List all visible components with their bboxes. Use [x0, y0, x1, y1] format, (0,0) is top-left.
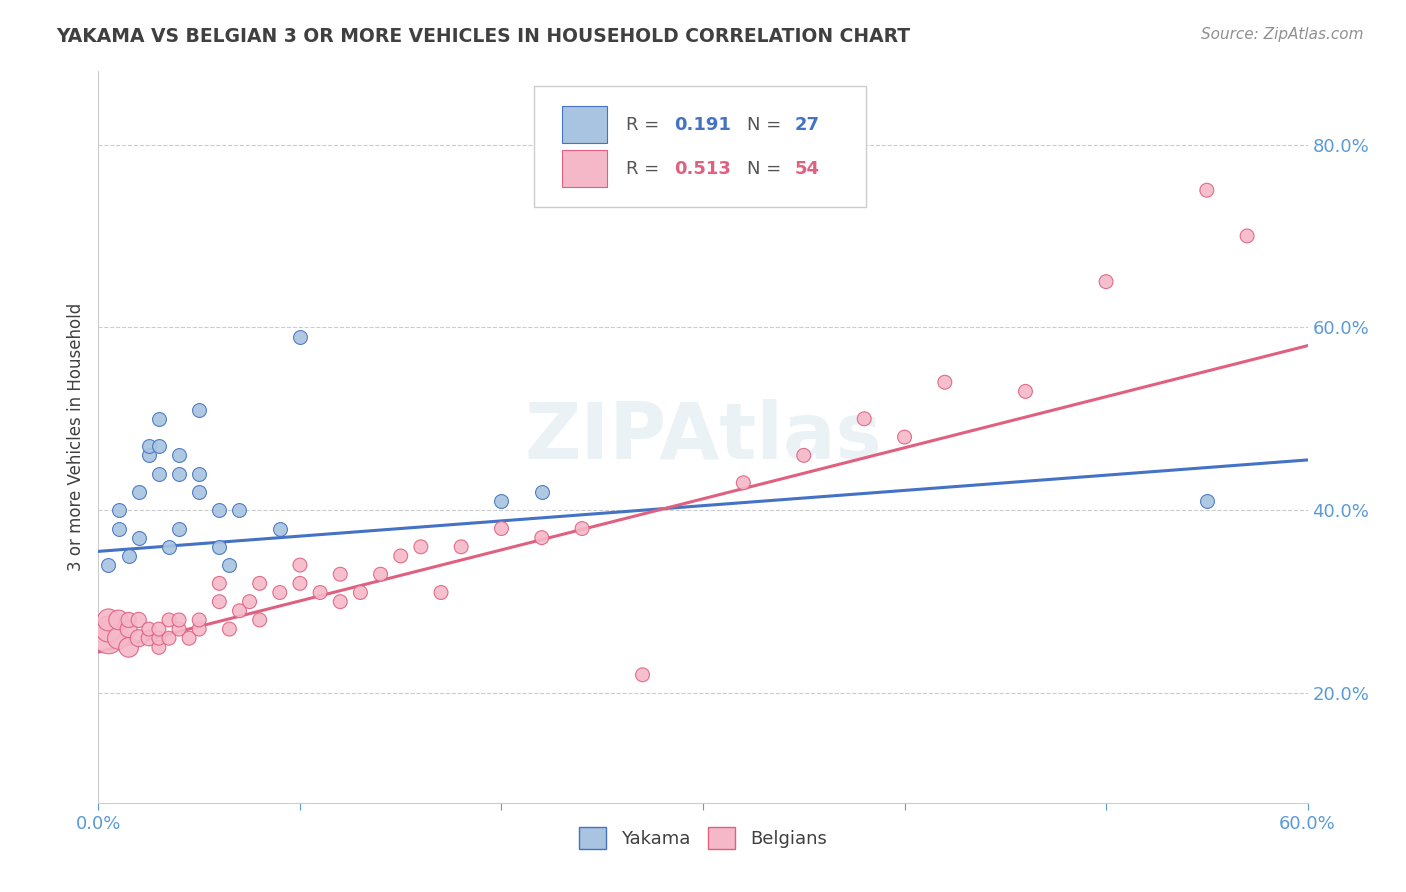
Point: [1236, 229, 1258, 244]
Point: [450, 540, 472, 554]
Point: [430, 585, 453, 599]
Text: R =: R =: [626, 160, 665, 178]
Point: [138, 448, 160, 462]
Point: [167, 467, 190, 481]
Text: 0.191: 0.191: [673, 116, 731, 134]
Text: 0.513: 0.513: [673, 160, 731, 178]
Point: [148, 467, 170, 481]
Point: [208, 540, 231, 554]
Point: [157, 632, 180, 646]
Point: [530, 531, 553, 545]
Point: [128, 613, 150, 627]
Text: 27: 27: [794, 116, 820, 134]
Point: [167, 521, 190, 535]
Point: [631, 667, 654, 681]
Point: [118, 640, 141, 655]
Point: [349, 585, 371, 599]
Point: [288, 558, 311, 573]
Text: YAKAMA VS BELGIAN 3 OR MORE VEHICLES IN HOUSEHOLD CORRELATION CHART: YAKAMA VS BELGIAN 3 OR MORE VEHICLES IN …: [56, 27, 910, 45]
Point: [118, 613, 141, 627]
Point: [188, 485, 211, 500]
Point: [893, 430, 915, 444]
Point: [188, 467, 211, 481]
Point: [157, 540, 180, 554]
Point: [208, 594, 231, 608]
Point: [1095, 275, 1118, 289]
Point: [389, 549, 412, 563]
Point: [97, 632, 120, 646]
Point: [218, 622, 240, 636]
Point: [179, 632, 201, 646]
Point: [1195, 494, 1218, 508]
Point: [309, 585, 332, 599]
Point: [288, 576, 311, 591]
Text: 54: 54: [794, 160, 820, 178]
Point: [188, 402, 211, 417]
Y-axis label: 3 or more Vehicles in Household: 3 or more Vehicles in Household: [66, 303, 84, 571]
Point: [148, 439, 170, 453]
Point: [167, 622, 190, 636]
Point: [138, 439, 160, 453]
Point: [148, 622, 170, 636]
Point: [118, 622, 141, 636]
Point: [167, 448, 190, 462]
Point: [218, 558, 240, 573]
Point: [228, 503, 250, 517]
Point: [148, 412, 170, 426]
Point: [1195, 183, 1218, 197]
Point: [530, 485, 553, 500]
FancyBboxPatch shape: [534, 86, 866, 207]
Text: Source: ZipAtlas.com: Source: ZipAtlas.com: [1201, 27, 1364, 42]
Point: [733, 475, 755, 490]
Point: [571, 521, 593, 535]
Point: [107, 503, 129, 517]
Point: [128, 485, 150, 500]
FancyBboxPatch shape: [561, 151, 607, 187]
Point: [97, 558, 120, 573]
Point: [239, 594, 262, 608]
Point: [208, 503, 231, 517]
Point: [491, 521, 513, 535]
Text: ZIPAtlas: ZIPAtlas: [524, 399, 882, 475]
Point: [148, 640, 170, 655]
Point: [128, 531, 150, 545]
Text: N =: N =: [747, 116, 786, 134]
Point: [329, 594, 352, 608]
Point: [188, 613, 211, 627]
Point: [1014, 384, 1036, 399]
Text: N =: N =: [747, 160, 786, 178]
Point: [107, 521, 129, 535]
Point: [138, 632, 160, 646]
Point: [107, 613, 129, 627]
Point: [208, 576, 231, 591]
Point: [157, 613, 180, 627]
Point: [329, 567, 352, 582]
Text: R =: R =: [626, 116, 665, 134]
Point: [188, 622, 211, 636]
Point: [934, 375, 956, 389]
Point: [409, 540, 432, 554]
Point: [97, 622, 120, 636]
Point: [269, 585, 291, 599]
Legend: Yakama, Belgians: Yakama, Belgians: [572, 820, 834, 856]
Point: [249, 613, 271, 627]
Point: [148, 632, 170, 646]
Point: [128, 632, 150, 646]
Point: [228, 604, 250, 618]
Point: [853, 412, 876, 426]
Point: [288, 329, 311, 343]
FancyBboxPatch shape: [561, 106, 607, 143]
Point: [138, 622, 160, 636]
Point: [107, 632, 129, 646]
Point: [491, 494, 513, 508]
Point: [167, 613, 190, 627]
Point: [370, 567, 392, 582]
Point: [269, 521, 291, 535]
Point: [249, 576, 271, 591]
Point: [118, 549, 141, 563]
Point: [793, 448, 815, 462]
Point: [97, 613, 120, 627]
